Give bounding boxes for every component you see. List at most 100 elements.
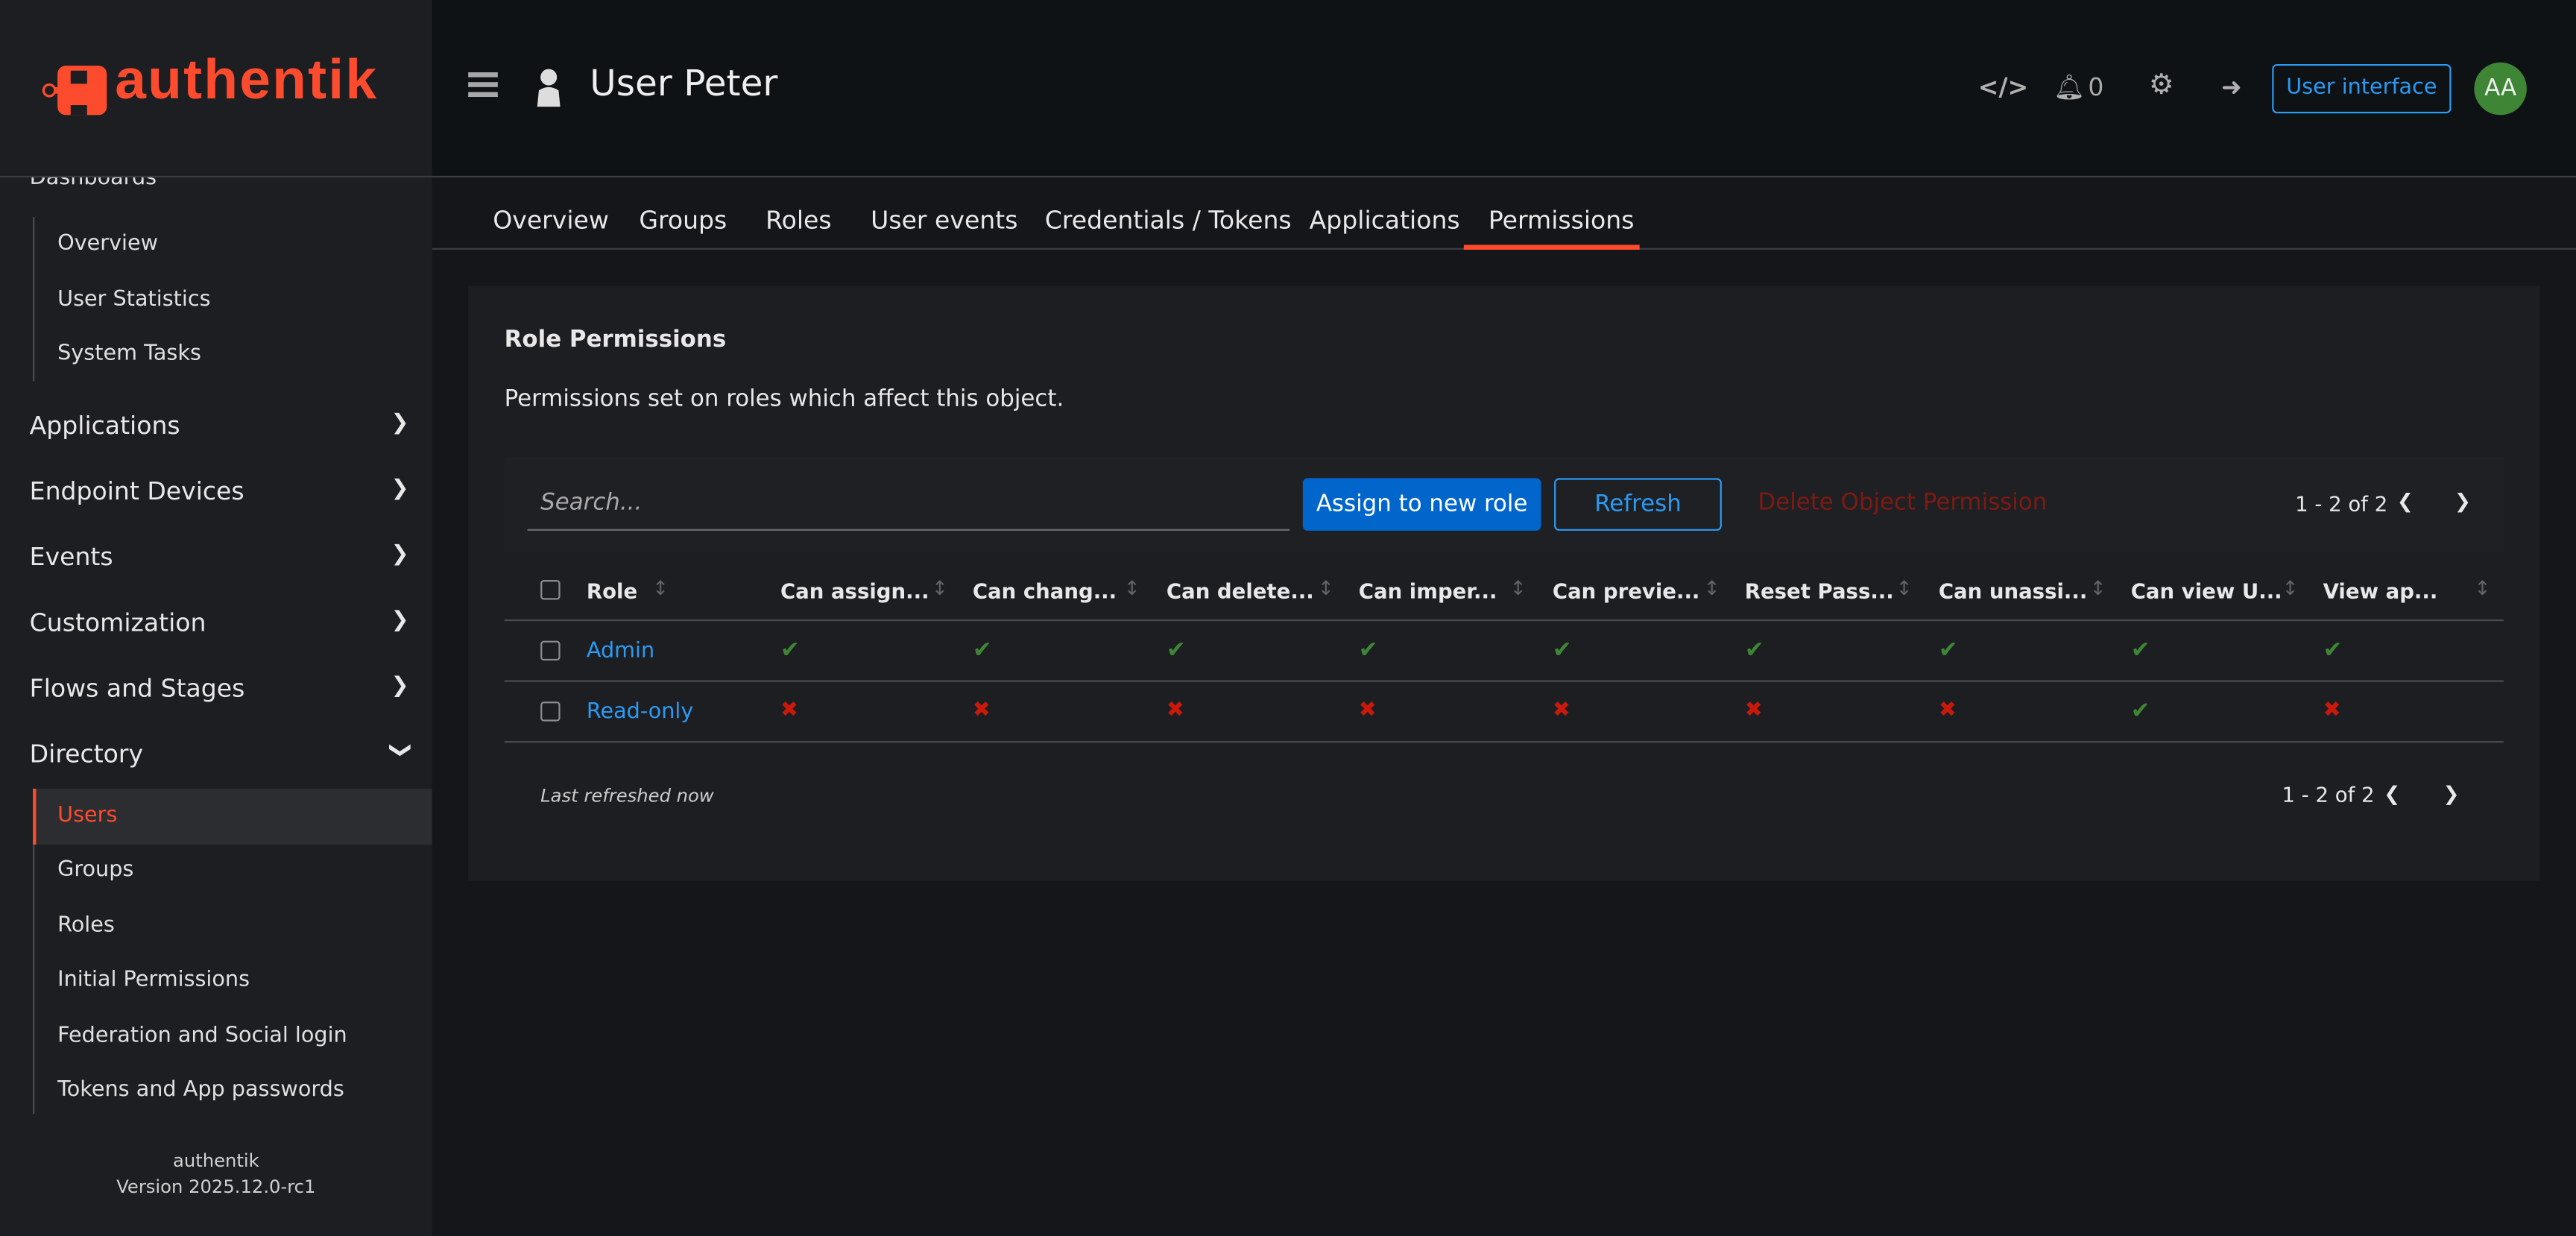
check-icon: ✔ — [780, 637, 800, 664]
sidebar-section-events[interactable]: Events — [29, 542, 113, 573]
pagination-info-bottom: 1 - 2 of 2 — [2282, 782, 2375, 807]
sort-icon[interactable]: ↕ — [1703, 576, 1720, 600]
bell-icon[interactable]: 🔔︎ — [2053, 72, 2086, 102]
footer-version: Version 2025.12.0-rc1 — [116, 1176, 316, 1198]
sidebar-item-federation[interactable]: Federation and Social login — [57, 1024, 347, 1049]
column-header[interactable]: Can assign... — [780, 578, 929, 603]
sort-icon[interactable]: ↕ — [1317, 576, 1334, 600]
column-header[interactable]: Can view U... — [2130, 578, 2282, 603]
select-all-checkbox[interactable] — [540, 580, 561, 600]
sidebar-section-endpoint-devices[interactable]: Endpoint Devices — [29, 476, 244, 506]
column-header[interactable]: Can imper... — [1358, 578, 1497, 603]
sort-icon[interactable]: ↕ — [2089, 576, 2106, 600]
tab-groups[interactable]: Groups — [639, 205, 727, 236]
tab-applications[interactable]: Applications — [1309, 205, 1460, 236]
prev-page-icon[interactable]: ❮ — [2384, 782, 2401, 806]
cross-icon: ✖ — [1744, 698, 1763, 723]
sidebar-item-overview[interactable]: Overview — [57, 231, 159, 256]
sidebar-section-directory[interactable]: Directory — [29, 739, 144, 769]
refresh-button[interactable]: Refresh — [1554, 478, 1722, 531]
column-header[interactable]: Can delete... — [1166, 578, 1314, 603]
active-tab-indicator — [1463, 245, 1640, 250]
cross-icon: ✖ — [1166, 698, 1184, 723]
tab-permissions[interactable]: Permissions — [1488, 205, 1635, 236]
sort-icon[interactable]: ↕ — [931, 576, 948, 600]
tab-user-events[interactable]: User events — [871, 205, 1018, 236]
sidebar-section-customization[interactable]: Customization — [29, 608, 206, 638]
menu-icon[interactable] — [468, 72, 498, 98]
chevron-right-icon: ❯ — [391, 608, 409, 633]
sidebar: Dashboards Overview User Statistics Syst… — [0, 0, 432, 1236]
sidebar-item-roles[interactable]: Roles — [57, 913, 115, 939]
column-header[interactable]: Reset Pass... — [1744, 578, 1894, 603]
row-checkbox[interactable] — [540, 640, 561, 661]
sort-icon[interactable]: ↕ — [1509, 576, 1527, 600]
logo-text: authentik — [115, 49, 379, 112]
user-interface-button[interactable]: User interface — [2272, 63, 2452, 114]
sidebar-section-applications[interactable]: Applications — [29, 411, 180, 441]
avatar[interactable]: AA — [2474, 62, 2527, 116]
cross-icon: ✖ — [780, 698, 798, 723]
check-icon: ✔ — [972, 637, 992, 664]
check-icon: ✔ — [1358, 637, 1378, 664]
sidebar-section-flows-and-stages[interactable]: Flows and Stages — [29, 673, 245, 704]
tab-credentials-tokens[interactable]: Credentials / Tokens — [1044, 205, 1292, 236]
card-description: Permissions set on roles which affect th… — [504, 385, 1064, 413]
prev-page-icon[interactable]: ❮ — [2396, 489, 2414, 513]
sidebar-item-users[interactable]: Users — [33, 788, 432, 845]
next-page-icon[interactable]: ❯ — [2443, 782, 2460, 806]
nav-divider — [33, 216, 35, 382]
search-input[interactable]: Search... — [527, 478, 1290, 531]
header-divider — [504, 619, 2504, 622]
section-dashboards: Dashboards — [29, 177, 157, 191]
chevron-right-icon: ❯ — [391, 411, 409, 436]
nav-divider — [33, 788, 35, 1114]
gear-icon[interactable]: ⚙ — [2148, 69, 2174, 102]
row-checkbox[interactable] — [540, 701, 561, 722]
sort-icon[interactable]: ↕ — [2282, 576, 2299, 600]
sidebar-item-tokens[interactable]: Tokens and App passwords — [57, 1077, 344, 1103]
cross-icon: ✖ — [1358, 698, 1377, 723]
role-link[interactable]: Admin — [586, 639, 655, 664]
column-header[interactable]: View ap... — [2323, 578, 2438, 603]
last-refreshed: Last refreshed now — [540, 785, 714, 807]
logo-icon — [42, 66, 107, 116]
footer-name: authentik — [172, 1150, 259, 1172]
column-header[interactable]: Can previe... — [1552, 578, 1700, 603]
cross-icon: ✖ — [972, 698, 991, 723]
sidebar-item-system-tasks[interactable]: System Tasks — [57, 341, 201, 367]
header: User Peter </> 🔔︎ 0 ⚙ ➜ User interface A… — [432, 0, 2576, 178]
chevron-right-icon: ❯ — [391, 542, 409, 567]
cross-icon: ✖ — [1552, 698, 1570, 723]
code-icon[interactable]: </> — [1977, 72, 2029, 102]
pagination-info: 1 - 2 of 2 — [2295, 491, 2388, 517]
row-divider — [504, 741, 2504, 743]
sort-icon[interactable]: ↕ — [1895, 576, 1913, 600]
sidebar-item-user-statistics[interactable]: User Statistics — [57, 287, 211, 312]
role-permissions-card: Role Permissions Permissions set on role… — [468, 286, 2540, 881]
logout-icon[interactable]: ➜ — [2220, 72, 2242, 102]
column-header[interactable]: Role — [586, 578, 638, 603]
column-header[interactable]: Can unassi... — [1938, 578, 2088, 603]
sidebar-item-groups[interactable]: Groups — [57, 857, 134, 883]
chevron-down-icon: ❯ — [388, 741, 413, 760]
sort-icon[interactable]: ↕ — [2474, 576, 2491, 600]
sort-icon[interactable]: ↕ — [1123, 576, 1140, 600]
notification-count[interactable]: 0 — [2088, 72, 2104, 102]
sort-icon[interactable]: ↕ — [652, 576, 669, 600]
delete-object-permission-button[interactable]: Delete Object Permission — [1758, 489, 2048, 517]
tab-roles[interactable]: Roles — [765, 205, 832, 236]
sidebar-item-initial-permissions[interactable]: Initial Permissions — [57, 968, 250, 993]
next-page-icon[interactable]: ❯ — [2454, 489, 2472, 513]
assign-to-new-role-button[interactable]: Assign to new role — [1302, 478, 1541, 531]
check-icon: ✔ — [2323, 637, 2343, 664]
column-header[interactable]: Can chang... — [972, 578, 1117, 603]
role-link[interactable]: Read-only — [586, 699, 694, 725]
logo[interactable]: authentik — [0, 0, 432, 178]
chevron-right-icon: ❯ — [391, 673, 409, 699]
sidebar-item-label: Users — [57, 803, 118, 828]
card-title: Role Permissions — [504, 327, 727, 353]
tab-overview[interactable]: Overview — [493, 205, 609, 236]
check-icon: ✔ — [1166, 637, 1186, 664]
cross-icon: ✖ — [1938, 698, 1957, 723]
